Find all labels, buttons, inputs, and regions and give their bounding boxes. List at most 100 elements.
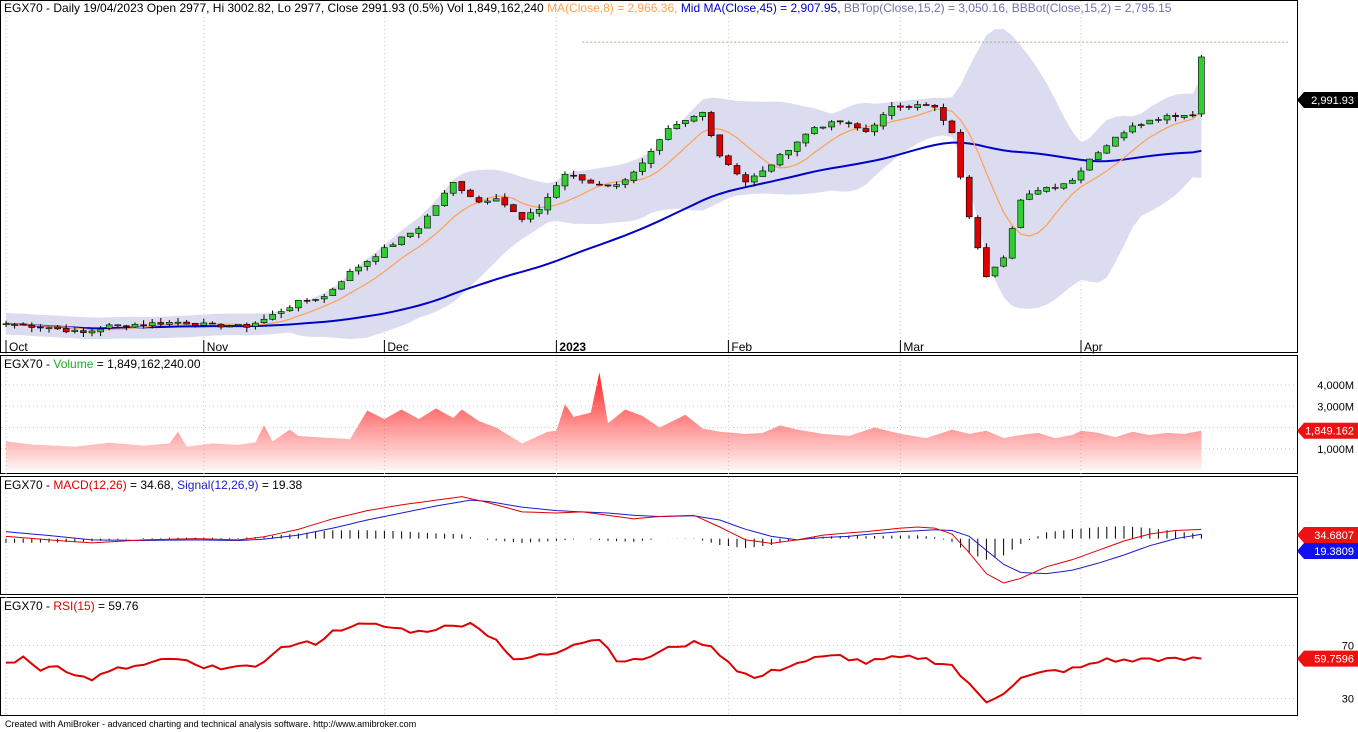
candle-body [295,299,302,309]
candle-body [37,326,44,329]
candle-body [707,112,715,137]
candle-body [303,299,311,302]
candle-body [501,197,509,206]
candle-body [940,107,947,121]
candle-body [234,323,242,326]
candle-body [905,106,913,108]
candle-body [1008,228,1016,259]
candle-body [544,197,552,211]
candle-body [269,314,276,320]
candle-body [1026,193,1033,200]
candle-body [639,162,646,172]
candle-body [1172,115,1179,117]
price-header: EGX70 - Daily 19/04/2023 Open 2977, Hi 3… [4,1,1172,15]
candle-body [131,323,139,328]
x-axis-label: Apr [1084,340,1103,354]
candle-body [62,328,70,333]
candle-body [776,154,784,166]
candle-body [97,328,104,333]
candle-body [148,322,156,327]
candle-body [699,111,706,118]
candle-body [793,141,801,152]
volume-y-tick: 3,000M [1317,401,1354,413]
candle-body [596,183,603,186]
candle-body [174,321,182,324]
candle-body [828,121,835,128]
candle-body [750,175,758,183]
candle-body [492,198,500,202]
candle-body [664,128,672,140]
candle-body [690,116,698,122]
candle-body [1086,158,1093,171]
x-axis-label: Feb [731,340,752,354]
x-axis-label: Nov [207,340,228,354]
candle-body [338,281,345,290]
candle-body [768,164,775,172]
candle-body [1094,152,1102,160]
candle-body [1137,124,1145,127]
candle-body [1198,56,1205,115]
candle-body [1112,136,1119,147]
candle-body [1069,179,1076,184]
candle-body [983,247,990,278]
candle-body [682,120,689,124]
candle-body [862,128,870,132]
candle-body [879,114,887,127]
candle-body [11,324,18,326]
candle-body [630,171,638,181]
candle-body [1146,119,1154,125]
candle-body [105,324,113,329]
candle-body [372,256,380,262]
macd-value-label: 34.6807 [1314,530,1354,542]
candle-body [355,266,362,272]
candle-body [277,311,285,314]
candle-body [897,105,904,108]
candle-body [140,324,147,327]
candle-body [166,322,173,325]
candle-body [45,327,53,330]
candle-body [725,155,732,165]
candle-body [965,176,973,218]
candle-body [819,126,827,129]
candle-body [1163,115,1171,121]
macd-lines [5,496,1202,584]
candle-body [432,205,440,216]
candle-body [441,192,448,206]
volume-y-tick: 1,000M [1317,444,1354,456]
candle-body [475,197,483,203]
candle-body [424,215,431,229]
candle-body [88,330,96,334]
candle-body [381,247,388,258]
ma-mid-label: Mid MA(Close,45) = 2,907.95, [681,1,841,15]
candle-body [742,174,749,183]
candle-body [1060,183,1068,189]
candle-body [931,104,939,108]
candle-body [733,165,741,175]
candle-body [1043,187,1050,192]
candle-body [527,212,534,220]
candle-body [1051,187,1059,189]
candle-body [320,296,328,300]
candle-body [785,150,792,156]
candle-body [243,323,251,328]
candle-body [389,244,397,247]
candle-body [217,324,225,328]
candle-body [1034,190,1042,195]
candle-body [922,104,930,106]
candle-body [449,182,457,194]
candle-body [1000,257,1007,267]
rsi-line [1,621,1297,704]
bbtop-label: BBTop(Close,15,2) = 3,050.16, [844,1,1008,15]
candle-body [71,329,79,332]
candle-body [656,139,663,151]
candle-body [673,124,681,130]
signal-line [5,499,1202,575]
rsi-header: EGX70 - RSI(15) = 59.76 [4,599,139,613]
x-axis-label: Oct [9,340,28,354]
candle-body [80,330,87,333]
candle-body [312,299,319,301]
axis-labels: OctNovDec2023FebMarApr1,000M2,000M3,000M… [5,92,1358,706]
candle-body [802,133,810,144]
grid-lines [5,1,1082,715]
ma-fast-label: MA(Close,8) = 2,966.36, [547,1,677,15]
